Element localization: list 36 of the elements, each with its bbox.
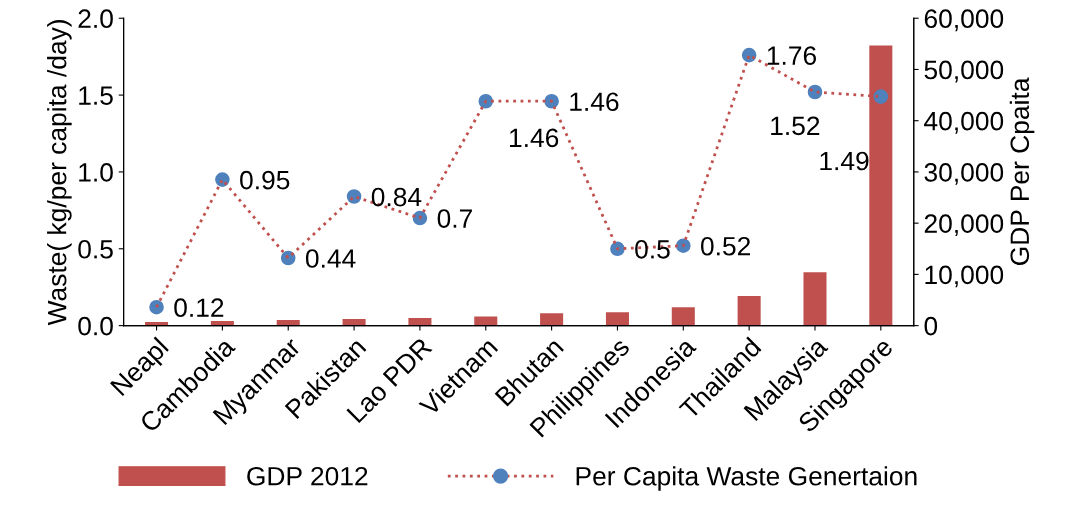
y-tick-label: 0.5 [78,239,113,259]
data-label: 1.46 [570,92,619,112]
data-label: 0.12 [174,298,224,318]
y2-tick-label: 50,000 [924,60,1004,83]
bar [605,312,629,326]
y-tick-label: 2.0 [78,9,113,29]
y2-tick-label: 10,000 [925,265,1004,288]
y-axis-title: Waste( kg/per capita /day) [47,20,72,326]
y2-tick-label: 40,000 [924,111,1004,134]
y2-tick-label: 20,000 [924,214,1004,237]
data-label: 0.52 [700,236,750,256]
bar [671,307,695,326]
data-label: 1.49 [820,151,869,171]
data-label: 0.5 [635,239,670,259]
data-label: 0.84 [371,187,422,207]
bar [474,316,498,326]
data-label: 1.52 [771,116,820,136]
y-tick-label: 0.0 [78,316,113,336]
data-label: 0.95 [240,170,290,190]
bar [408,317,432,326]
legend-label: Per Capita Waste Genertaion [576,466,917,491]
data-label: 0.7 [437,209,472,228]
data-label: 1.46 [510,128,559,148]
bar [342,318,366,326]
bar [737,295,761,326]
legend-label: GDP 2012 [247,466,368,486]
y2-tick-label: 30,000 [924,163,1004,185]
y2-tick-label: 60,000 [924,9,1004,32]
y-tick-label: 1.5 [79,86,113,105]
y-tick-label: 1.0 [79,163,113,182]
bar [540,313,564,326]
bar [803,272,827,326]
data-label: 1.76 [767,46,817,65]
y2-tick-label: 0 [924,316,938,336]
data-label: 0.44 [305,249,356,268]
y2-axis-title: GDP Per Cpaita [1009,77,1035,265]
